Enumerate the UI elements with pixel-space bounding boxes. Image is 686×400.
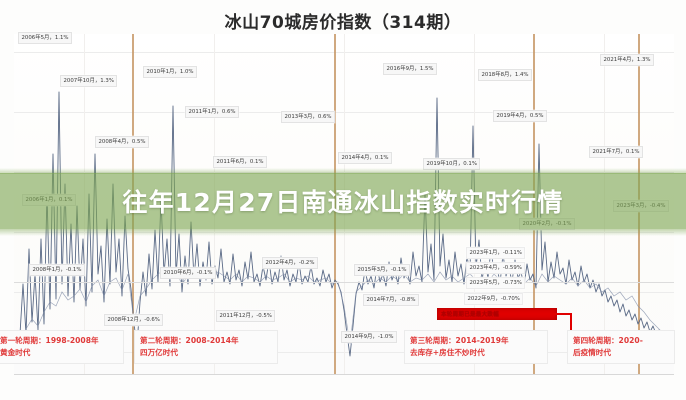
data-label: 2010年1月，1.0%	[143, 66, 198, 78]
era-subtitle: 后疫情时代	[573, 347, 611, 357]
price-index-series	[19, 91, 672, 357]
data-label: 2007年10月，1.3%	[60, 75, 118, 87]
data-label: 2023年1月，-0.11%	[466, 247, 526, 259]
data-label: 2018年8月，1.4%	[478, 69, 533, 81]
data-label: 2016年9月，1.5%	[383, 63, 438, 75]
data-label: 2008年1月，-0.1%	[29, 264, 85, 276]
data-label: 2014年7月，-0.8%	[363, 294, 419, 306]
data-label: 2011年1月，0.6%	[185, 106, 240, 118]
data-label: 2019年4月，0.5%	[493, 110, 548, 122]
era-box: 第三轮周期：2014-2019年 去库存+房住不炒时代	[404, 330, 548, 364]
data-label: 2008年12月，-0.6%	[104, 314, 164, 326]
data-label: 2011年6月，0.1%	[213, 156, 268, 168]
data-label: 2014年9月，-1.0%	[341, 331, 397, 343]
data-label: 2012年4月，-0.2%	[262, 257, 318, 269]
data-label: 2010年6月，-0.1%	[160, 267, 216, 279]
era-title: 第四轮周期：2020-	[573, 336, 643, 345]
era-title: 第一轮周期：1998-2008年	[0, 336, 99, 345]
era-box: 第二轮周期：2008-2014年 四万亿时代	[134, 330, 278, 364]
data-label: 2011年12月，-0.5%	[216, 310, 276, 322]
overlay-band-fade-bottom	[0, 229, 686, 236]
zero-baseline	[14, 282, 674, 283]
data-label: 2019年10月，0.1%	[423, 158, 481, 170]
data-label: 2021年7月，0.1%	[589, 146, 644, 158]
data-label: 2013年3月，0.6%	[281, 111, 336, 123]
overlay-band-fade-top	[0, 168, 686, 174]
era-title: 第三轮周期：2014-2019年	[410, 336, 509, 345]
data-label: 2006年5月，1.1%	[18, 32, 73, 44]
era-title: 第二轮周期：2008-2014年	[140, 336, 239, 345]
data-label: 2023年5月，-0.73%	[466, 277, 526, 289]
data-label: 2015年3月，-0.1%	[354, 264, 410, 276]
overlay-headline: 往年12月27日南通冰山指数实时行情	[122, 188, 564, 217]
era-subtitle: 去库存+房住不炒时代	[410, 347, 485, 357]
data-label: 2023年4月，-0.59%	[466, 262, 526, 274]
data-label: 2014年4月，0.1%	[338, 152, 393, 164]
overlay-band	[0, 173, 686, 229]
red-callout-arrow-vertical	[570, 313, 572, 331]
data-label: 2022年9月，-0.70%	[464, 293, 524, 305]
data-label: 2021年4月，1.3%	[600, 54, 655, 66]
era-box: 第四轮周期：2020- 后疫情时代	[567, 330, 675, 364]
era-subtitle: 四万亿时代	[140, 347, 178, 357]
era-subtitle: 黄金时代	[0, 347, 31, 357]
data-label: 2008年4月，0.5%	[95, 136, 150, 148]
page-title: 冰山70城房价指数（314期）	[224, 13, 462, 33]
red-highlight-callout: 本轮周期已是最大跌幅	[437, 308, 557, 320]
red-callout-arrow	[549, 313, 571, 315]
era-box: 第一轮周期：1998-2008年 黄金时代	[0, 330, 124, 364]
